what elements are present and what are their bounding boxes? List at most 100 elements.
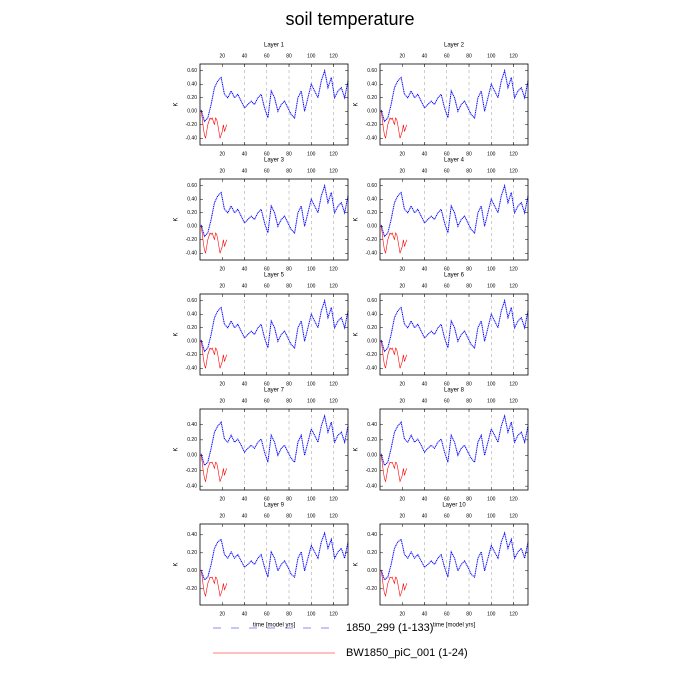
x-tick-label: 60 xyxy=(264,611,270,617)
x-tick-label: 40 xyxy=(242,151,248,157)
x2-tick-label: 20 xyxy=(219,513,225,519)
x-tick-label: 60 xyxy=(264,266,270,272)
x-tick-label: 20 xyxy=(219,266,225,272)
x-tick-label: 40 xyxy=(422,266,428,272)
panel-title: Layer 5 xyxy=(264,273,285,279)
x-tick-label: 120 xyxy=(509,611,518,617)
y-tick-label: 0.00 xyxy=(367,339,377,345)
y-tick-label: -0.20 xyxy=(186,352,198,358)
y-tick-label: 0.00 xyxy=(187,339,197,345)
x2-tick-label: 20 xyxy=(219,283,225,289)
y-axis-label: K xyxy=(354,447,360,451)
y-axis-label: K xyxy=(354,102,360,106)
y-tick-label: -0.40 xyxy=(186,251,198,257)
y-tick-label: 0.40 xyxy=(367,312,377,318)
x-axis-label: time [model yrs] xyxy=(433,623,476,629)
x-tick-label: 120 xyxy=(509,151,518,157)
y-tick-label: 0.60 xyxy=(187,183,197,189)
series-line xyxy=(380,455,407,483)
series-line xyxy=(200,298,349,353)
y-tick-label: -0.40 xyxy=(186,483,198,489)
y-tick-label: 0.60 xyxy=(187,68,197,74)
y-tick-label: -0.20 xyxy=(366,586,378,592)
y-tick-label: 0.00 xyxy=(367,109,377,115)
x2-tick-label: 120 xyxy=(329,283,338,289)
y-axis-label: K xyxy=(174,332,180,336)
x-tick-label: 80 xyxy=(466,266,472,272)
y-tick-label: -0.40 xyxy=(366,366,378,372)
y-tick-label: 0.40 xyxy=(187,197,197,203)
x2-tick-label: 60 xyxy=(444,168,450,174)
x-tick-label: 20 xyxy=(219,611,225,617)
series-line xyxy=(380,341,407,369)
x-tick-label: 80 xyxy=(286,381,292,387)
y-tick-label: -0.40 xyxy=(186,366,198,372)
y-axis-label: K xyxy=(354,562,360,566)
series-line xyxy=(380,183,529,238)
plot-frame xyxy=(379,293,529,376)
panel-title: Layer 6 xyxy=(444,273,465,279)
y-tick-label: -0.20 xyxy=(366,352,378,358)
x-tick-label: 100 xyxy=(487,266,496,272)
x-tick-label: 100 xyxy=(307,381,316,387)
x-tick-label: 100 xyxy=(307,151,316,157)
x2-tick-label: 120 xyxy=(509,283,518,289)
x-tick-label: 80 xyxy=(466,151,472,157)
panel-title: Layer 10 xyxy=(442,503,466,509)
series-line xyxy=(380,68,529,123)
x2-tick-label: 80 xyxy=(286,168,292,174)
y-tick-label: 0.40 xyxy=(367,82,377,88)
y-axis-label: K xyxy=(174,562,180,566)
x2-tick-label: 100 xyxy=(487,283,496,289)
series-line xyxy=(200,531,349,581)
series-line xyxy=(200,226,227,254)
x-tick-label: 60 xyxy=(444,496,450,502)
y-tick-label: 0.40 xyxy=(367,422,377,428)
plot-frame xyxy=(379,178,529,261)
y-tick-label: 0.00 xyxy=(367,568,377,574)
x2-tick-label: 120 xyxy=(329,53,338,59)
y-tick-label: 0.40 xyxy=(187,422,197,428)
y-tick-label: -0.20 xyxy=(186,468,198,474)
x-tick-label: 120 xyxy=(329,611,338,617)
x2-tick-label: 120 xyxy=(509,168,518,174)
x2-tick-label: 80 xyxy=(286,53,292,59)
series-line xyxy=(200,570,227,598)
x2-tick-label: 60 xyxy=(264,53,270,59)
series-line xyxy=(200,111,227,139)
y-axis-label: K xyxy=(354,332,360,336)
x2-tick-label: 100 xyxy=(307,53,316,59)
plot-frame xyxy=(199,408,349,491)
x2-tick-label: 40 xyxy=(422,513,428,519)
panel-title: Layer 9 xyxy=(264,503,285,509)
panel-title: Layer 4 xyxy=(444,158,465,164)
y-tick-label: 0.40 xyxy=(187,532,197,538)
y-tick-label: 0.00 xyxy=(187,568,197,574)
x-tick-label: 80 xyxy=(466,611,472,617)
y-tick-label: -0.20 xyxy=(186,586,198,592)
y-tick-label: 0.20 xyxy=(187,95,197,101)
x2-tick-label: 100 xyxy=(487,398,496,404)
x-tick-label: 20 xyxy=(399,611,405,617)
x-tick-label: 40 xyxy=(422,381,428,387)
x-tick-label: 60 xyxy=(444,266,450,272)
y-tick-label: 0.40 xyxy=(187,312,197,318)
x2-tick-label: 40 xyxy=(242,513,248,519)
x2-tick-label: 80 xyxy=(466,513,472,519)
plot-frame xyxy=(379,63,529,146)
x2-tick-label: 120 xyxy=(509,513,518,519)
series-line xyxy=(380,111,407,139)
x2-tick-label: 60 xyxy=(444,53,450,59)
plot-frame xyxy=(379,523,529,606)
plot-frame xyxy=(199,63,349,146)
series-line xyxy=(200,68,349,123)
x-tick-label: 40 xyxy=(422,496,428,502)
x-tick-label: 20 xyxy=(399,496,405,502)
panel-title: Layer 2 xyxy=(444,43,465,49)
x2-tick-label: 20 xyxy=(219,53,225,59)
plot-frame xyxy=(199,293,349,376)
y-tick-label: -0.20 xyxy=(186,122,198,128)
x-tick-label: 120 xyxy=(329,151,338,157)
x2-tick-label: 100 xyxy=(307,168,316,174)
